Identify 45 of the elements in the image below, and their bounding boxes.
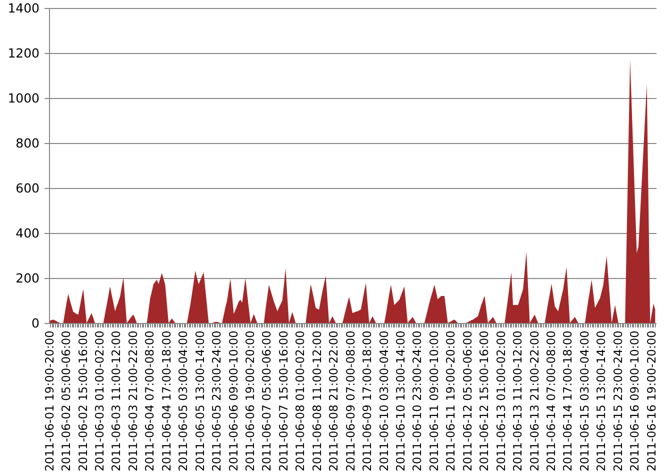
y-tick-label: 800 xyxy=(16,136,40,150)
y-tick-label: 0 xyxy=(32,316,40,330)
x-tick-label: 2011-06-11 19:00-20:00 xyxy=(444,330,458,472)
x-tick-label: 2011-06-13 11:00-12:00 xyxy=(510,330,525,472)
x-tick-label: 2011-06-11 09:00-10:00 xyxy=(426,330,441,472)
x-tick-label: 2011-06-03 01:00-02:00 xyxy=(92,330,106,472)
y-tick-label: 1000 xyxy=(8,90,40,106)
x-tick-label: 2011-06-12 05:00-06:00 xyxy=(460,330,474,472)
x-tick-label: 2011-06-16 19:00-20:00 xyxy=(644,330,658,472)
x-tick-label: 2011-06-13 21:00-22:00 xyxy=(527,330,542,472)
y-tick-label: 200 xyxy=(16,270,40,286)
x-tick-label: 2011-06-10 03:00-04:00 xyxy=(376,330,391,472)
x-tick-label: 2011-06-15 03:00-04:00 xyxy=(577,330,592,472)
x-tick-label: 2011-06-06 09:00-10:00 xyxy=(226,330,240,472)
x-tick-label: 2011-06-12 15:00-16:00 xyxy=(477,330,492,472)
x-tick-label: 2011-06-03 21:00-22:00 xyxy=(126,330,140,472)
y-tick-label: 600 xyxy=(16,180,40,196)
x-tick-label: 2011-06-13 01:00-02:00 xyxy=(494,330,508,472)
x-tick-label: 2011-06-02 15:00-16:00 xyxy=(76,330,90,472)
x-tick-label: 2011-06-05 23:00-24:00 xyxy=(210,330,224,472)
x-tick-label: 2011-06-06 19:00-20:00 xyxy=(242,330,257,472)
y-tick-label: 1400 xyxy=(8,0,40,16)
x-tick-label: 2011-06-10 13:00-14:00 xyxy=(393,330,408,472)
x-tick-label: 2011-06-08 01:00-02:00 xyxy=(293,330,308,472)
x-tick-label: 2011-06-14 07:00-08:00 xyxy=(544,330,558,472)
x-tick-label: 2011-06-09 07:00-08:00 xyxy=(343,330,358,472)
x-tick-label: 2011-06-05 13:00-14:00 xyxy=(192,330,207,472)
x-tick-label: 2011-06-08 11:00-12:00 xyxy=(310,330,324,472)
x-tick-label: 2011-06-03 11:00-12:00 xyxy=(109,330,124,472)
y-tick-label: 1200 xyxy=(8,46,40,60)
x-tick-label: 2011-06-01 19:00-20:00 xyxy=(42,330,56,472)
x-tick-label: 2011-06-04 07:00-08:00 xyxy=(142,330,157,472)
x-tick-label: 2011-06-15 23:00-24:00 xyxy=(610,330,625,472)
x-tick-label: 2011-06-04 17:00-18:00 xyxy=(159,330,174,472)
x-tick-label: 2011-06-16 09:00-10:00 xyxy=(628,330,642,472)
x-tick-label: 2011-06-02 05:00-06:00 xyxy=(59,330,74,472)
x-tick-label: 2011-06-07 05:00-06:00 xyxy=(260,330,274,472)
x-tick-label: 2011-06-15 13:00-14:00 xyxy=(594,330,608,472)
x-tick-label: 2011-06-08 21:00-22:00 xyxy=(326,330,341,472)
x-tick-label: 2011-06-07 15:00-16:00 xyxy=(276,330,290,472)
x-tick-label: 2011-06-09 17:00-18:00 xyxy=(360,330,374,472)
x-tick-label: 2011-06-05 03:00-04:00 xyxy=(176,330,190,472)
x-tick-label: 2011-06-10 23:00-24:00 xyxy=(410,330,424,472)
x-tick-label: 2011-06-14 17:00-18:00 xyxy=(560,330,575,472)
y-tick-label: 400 xyxy=(16,226,40,240)
